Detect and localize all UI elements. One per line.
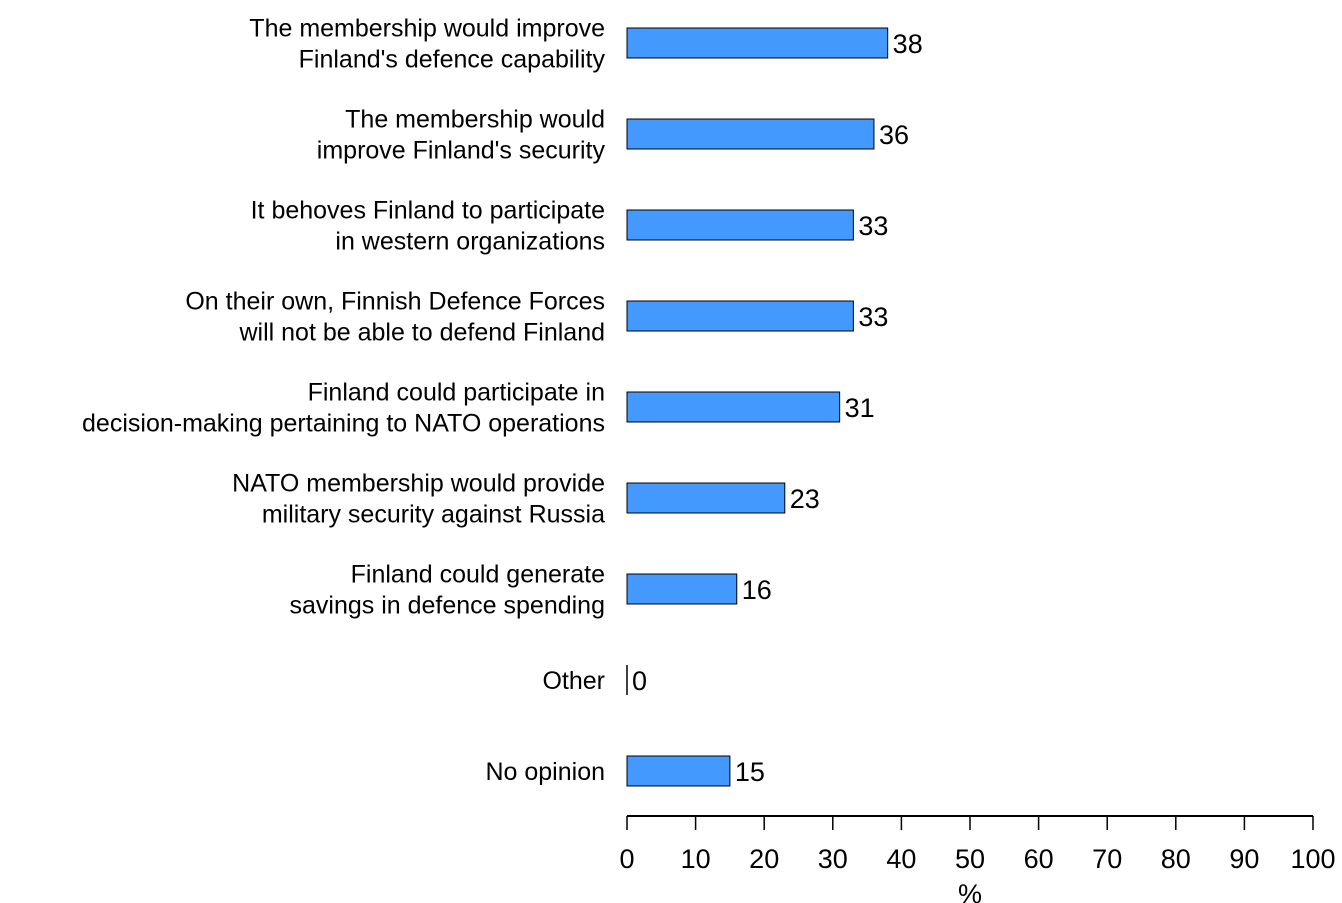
x-tick-label-3: 30 [818, 844, 848, 874]
category-label-8-line-0: No opinion [485, 758, 605, 786]
bar-4 [626, 391, 841, 423]
x-tick-label-5: 50 [955, 844, 985, 874]
value-label-6: 16 [742, 575, 772, 605]
category-label-1-line-1: improve Finland's security [317, 137, 606, 165]
category-label-6-line-1: savings in defence spending [289, 592, 605, 620]
x-tick-label-7: 70 [1092, 844, 1122, 874]
value-label-3: 33 [858, 302, 888, 332]
category-label-3-line-0: On their own, Finnish Defence Forces [185, 288, 605, 316]
category-label-6-line-0: Finland could generate [351, 561, 605, 589]
value-label-7: 0 [632, 666, 647, 696]
category-label-4-line-1: decision-making pertaining to NATO opera… [82, 410, 605, 438]
category-label-5-line-0: NATO membership would provide [232, 470, 605, 498]
bar-2 [626, 209, 854, 241]
x-tick-label-1: 10 [681, 844, 711, 874]
value-label-5: 23 [790, 484, 820, 514]
category-label-0-line-1: Finland's defence capability [299, 46, 606, 74]
value-label-2: 33 [858, 211, 888, 241]
bar-5 [626, 482, 786, 514]
category-label-2-line-1: in western organizations [335, 228, 605, 256]
x-tick-label-0: 0 [619, 844, 634, 874]
x-axis-ticks: 0 10 20 30 40 50 60 70 80 90 100 [619, 816, 1336, 874]
value-label-4: 31 [845, 393, 875, 423]
bar-0 [626, 27, 889, 59]
value-label-0: 38 [893, 29, 923, 59]
bar-6 [626, 573, 738, 605]
category-label-7-line-0: Other [542, 667, 605, 695]
bar-8 [626, 755, 731, 787]
category-label-3-line-1: will not be able to defend Finland [238, 319, 605, 347]
category-label-0-line-0: The membership would improve [249, 15, 605, 43]
x-tick-label-10: 100 [1290, 844, 1335, 874]
category-label-2-line-0: It behoves Finland to participate [251, 197, 605, 225]
bars-layer [626, 27, 889, 787]
category-label-5-line-1: military security against Russia [262, 501, 605, 529]
value-label-1: 36 [879, 120, 909, 150]
x-tick-label-6: 60 [1024, 844, 1054, 874]
x-tick-label-4: 40 [886, 844, 916, 874]
category-label-1-line-0: The membership would [345, 106, 605, 134]
x-axis-title: % [958, 879, 982, 903]
x-tick-label-8: 80 [1161, 844, 1191, 874]
category-labels: The membership would improve Finland's de… [82, 15, 605, 787]
bar-1 [626, 118, 875, 150]
value-labels: 38 36 33 33 31 23 16 0 15 [632, 29, 923, 787]
x-axis: 0 10 20 30 40 50 60 70 80 90 100 % [619, 815, 1336, 903]
value-label-8: 15 [735, 757, 765, 787]
x-tick-label-2: 20 [749, 844, 779, 874]
x-tick-label-9: 90 [1229, 844, 1259, 874]
category-label-4-line-0: Finland could participate in [308, 379, 605, 407]
bar-3 [626, 300, 854, 332]
